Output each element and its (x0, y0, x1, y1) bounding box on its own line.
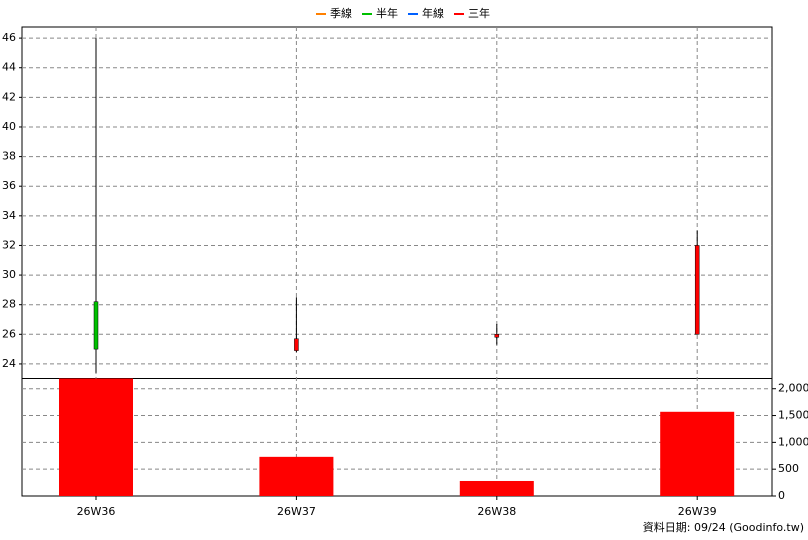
candle-body (93, 301, 99, 350)
y-tick-label: 38 (2, 150, 16, 163)
y2-tick-label: 2,000 (778, 382, 808, 395)
y-tick-label: 30 (2, 268, 16, 281)
y2-tick-label: 0 (778, 489, 785, 502)
x-tick-label: 26W36 (77, 505, 116, 518)
x-tick-label: 26W37 (277, 505, 316, 518)
candle-body (494, 334, 500, 338)
plot-frame (21, 26, 773, 497)
y-tick-label: 26 (2, 327, 16, 340)
y-tick-label: 36 (2, 179, 16, 192)
y-tick-label: 34 (2, 209, 16, 222)
y-tick-label: 44 (2, 61, 16, 74)
y2-tick-label: 500 (778, 462, 799, 475)
candle-body (294, 338, 299, 351)
y-tick-label: 28 (2, 298, 16, 311)
legend-label: 季線 (330, 6, 352, 20)
y2-tick-label: 1,500 (778, 409, 808, 422)
y-tick-label: 42 (2, 90, 16, 103)
legend-label: 半年 (376, 6, 398, 20)
y-tick-label: 40 (2, 120, 16, 133)
x-tick-label: 26W38 (477, 505, 516, 518)
y-tick-label: 32 (2, 238, 16, 251)
volume-bar (459, 480, 534, 496)
volume-bar (59, 378, 133, 496)
footer: 資料日期: 09/24 (Goodinfo.tw) (643, 520, 804, 534)
legend-label: 年線 (422, 6, 444, 20)
y2-tick-label: 1,000 (778, 435, 808, 448)
x-tick-label: 26W39 (678, 505, 717, 518)
volume-bar (660, 411, 735, 496)
legend-label: 三年 (468, 6, 490, 20)
y-tick-label: 24 (2, 357, 16, 370)
y-tick-label: 46 (2, 31, 16, 44)
candle-body (694, 245, 700, 335)
volume-bar (259, 456, 334, 496)
